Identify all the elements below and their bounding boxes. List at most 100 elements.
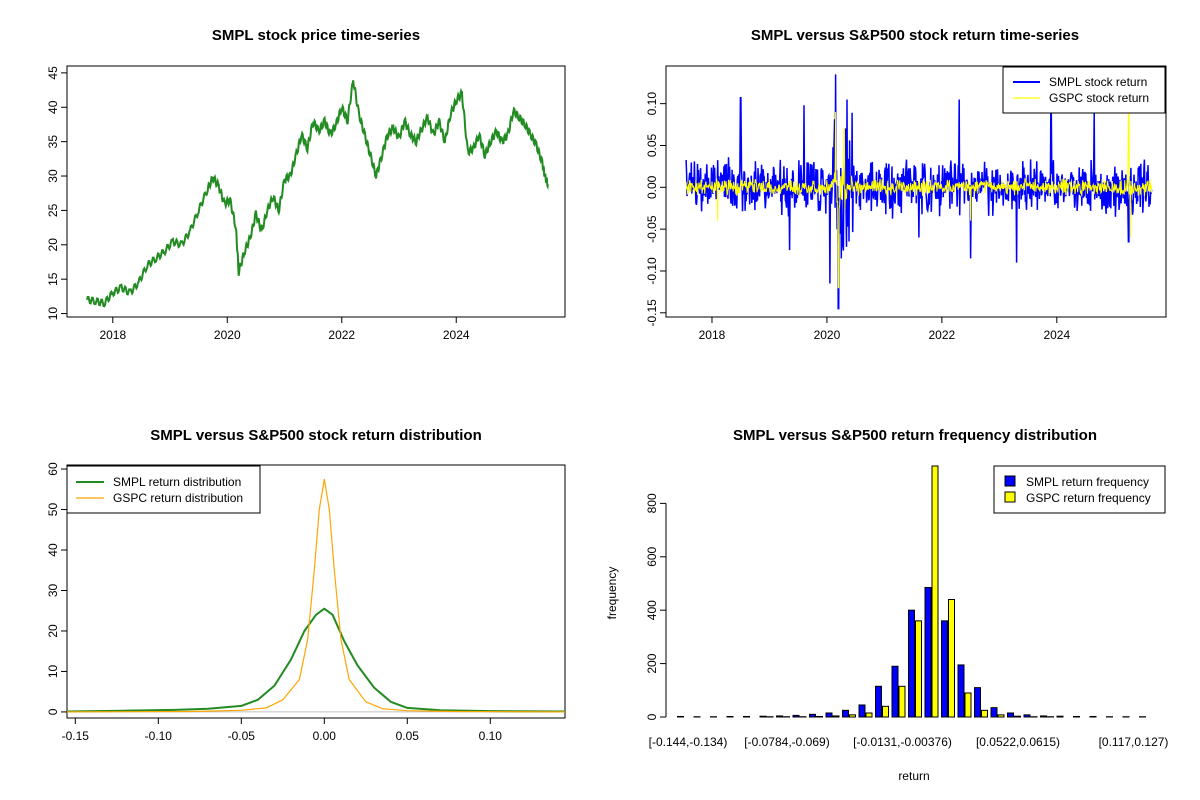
frequency-y-tick-label: 400: [645, 600, 659, 620]
price-y-tick-label: 10: [46, 307, 60, 321]
gspc-frequency-bar: [882, 705, 889, 718]
density-series: [66, 478, 566, 713]
smpl-frequency-bar: [891, 665, 899, 718]
smpl-frequency-bar: [875, 685, 882, 718]
returns-y-axis: -0.15 -0.10 -0.05 0.00 0.05 0.10: [645, 92, 666, 326]
price-y-tick-label: 15: [46, 272, 60, 286]
frequency-legend-label-smpl: SMPL return frequency: [1026, 475, 1149, 489]
price-x-tick-label: 2018: [99, 328, 126, 342]
density-y-tick-label: 60: [46, 462, 60, 476]
smpl-frequency-bar: [1073, 715, 1080, 718]
density-y-tick-label: 40: [46, 543, 60, 557]
smpl-frequency-bar: [1040, 715, 1047, 718]
price-line: [86, 80, 549, 308]
smpl-frequency-bar: [924, 586, 932, 718]
density-legend-box: [66, 465, 261, 514]
smpl-frequency-bar: [825, 712, 833, 718]
smpl-frequency-bar: [792, 714, 800, 718]
returns-legend: SMPL stock return GSPC stock return: [1002, 66, 1166, 114]
price-y-tick-label: 20: [46, 238, 60, 252]
gspc-return-line: [685, 107, 1153, 289]
gspc-frequency-bar: [898, 685, 906, 718]
returns-y-tick-label: 0.05: [645, 133, 659, 157]
price-plot-frame: [66, 65, 566, 318]
density-plot-frame: [66, 464, 566, 719]
frequency-x-tick-label: [0.0522,0.0615): [976, 735, 1060, 749]
gspc-frequency-bar: [964, 692, 972, 718]
density-x-axis: -0.15 -0.10 -0.05 0.00 0.05 0.10: [62, 718, 502, 743]
smpl-frequency-bar: [677, 715, 684, 718]
density-y-tick-label: 10: [46, 664, 60, 678]
smpl-frequency-bar: [858, 704, 866, 718]
density-y-tick-label: 50: [46, 503, 60, 517]
density-y-tick-label: 20: [46, 624, 60, 638]
smpl-density-line: [66, 607, 566, 713]
density-legend: SMPL return distribution GSPC return dis…: [66, 465, 261, 514]
frequency-legend: SMPL return frequency GSPC return freque…: [993, 465, 1166, 514]
frequency-y-tick-label: 200: [645, 653, 659, 673]
smpl-frequency-bar: [776, 715, 783, 718]
frequency-x-tick-label: [0.117,0.127): [1099, 735, 1169, 749]
returns-x-tick-label: 2020: [814, 328, 841, 342]
smpl-frequency-bar: [809, 713, 816, 718]
frequency-y-tick-label: 600: [645, 546, 659, 566]
gspc-frequency-bar: [948, 599, 955, 718]
price-chart-panel: SMPL stock price time-series 2018 2020 202…: [46, 27, 566, 342]
returns-series: [685, 74, 1153, 310]
price-y-tick-label: 40: [46, 100, 60, 114]
density-y-axis: 0 10 20 30 40 50 60: [46, 462, 67, 715]
returns-legend-label-gspc: GSPC stock return: [1049, 91, 1149, 105]
smpl-frequency-bar: [957, 664, 965, 718]
price-series: [86, 80, 549, 308]
smpl-frequency-bar: [908, 609, 915, 718]
density-y-tick-label: 30: [46, 583, 60, 597]
price-y-tick-label: 45: [46, 66, 60, 80]
returns-y-tick-label: -0.10: [645, 257, 659, 285]
returns-chart-panel: SMPL versus S&P500 stock return time-ser…: [645, 27, 1167, 342]
frequency-legend-box: [993, 465, 1166, 514]
smpl-frequency-bar: [743, 715, 750, 718]
density-x-tick-label: 0.05: [396, 729, 420, 743]
density-y-tick-label: 0: [46, 708, 60, 715]
returns-x-tick-label: 2024: [1043, 328, 1070, 342]
density-x-tick-label: -0.10: [145, 729, 173, 743]
gspc-frequency-bar: [849, 714, 856, 718]
gspc-frequency-bar: [981, 709, 988, 718]
frequency-legend-swatch-smpl: [1004, 475, 1016, 487]
price-y-tick-label: 30: [46, 169, 60, 183]
smpl-frequency-bar: [941, 620, 948, 718]
gspc-frequency-bar: [915, 620, 922, 718]
density-chart-panel: SMPL versus S&P500 stock return distribu…: [46, 427, 566, 743]
smpl-frequency-bar: [990, 707, 998, 718]
frequency-bars: [677, 465, 1146, 718]
returns-legend-box: [1002, 66, 1166, 114]
returns-x-axis: 2018 2020 2022 2024: [699, 317, 1070, 342]
density-x-tick-label: -0.05: [228, 729, 256, 743]
smpl-frequency-bar: [842, 709, 849, 718]
smpl-frequency-bar: [1056, 715, 1064, 718]
returns-y-tick-label: -0.05: [645, 215, 659, 243]
price-y-tick-label: 25: [46, 203, 60, 217]
density-legend-label-gspc: GSPC return distribution: [113, 491, 243, 505]
frequency-x-axis-label: return: [898, 769, 929, 783]
gspc-frequency-bar: [865, 712, 873, 718]
density-x-tick-label: -0.15: [62, 729, 90, 743]
frequency-chart-panel: SMPL versus S&P500 return frequency dist…: [605, 427, 1168, 783]
gspc-frequency-bar: [816, 715, 823, 718]
frequency-x-axis: [-0.144,-0.134) [-0.0784,-0.069) [-0.0131,…: [649, 735, 1169, 749]
price-x-tick-label: 2020: [214, 328, 241, 342]
gspc-frequency-bar: [931, 465, 939, 718]
density-legend-label-smpl: SMPL return distribution: [113, 475, 241, 489]
returns-legend-label-smpl: SMPL stock return: [1049, 75, 1147, 89]
frequency-x-tick-label: [-0.0131,-0.00376): [853, 735, 952, 749]
frequency-y-tick-label: 0: [645, 713, 659, 720]
frequency-x-tick-label: [-0.144,-0.134): [649, 735, 728, 749]
returns-x-tick-label: 2018: [699, 328, 726, 342]
frequency-chart-title: SMPL versus S&P500 return frequency dist…: [733, 427, 1097, 444]
gspc-density-line: [66, 478, 566, 713]
returns-chart-title: SMPL versus S&P500 stock return time-ser…: [751, 27, 1079, 44]
frequency-y-axis-label: frequency: [605, 567, 619, 620]
price-y-tick-label: 35: [46, 135, 60, 149]
smpl-frequency-bar: [974, 687, 981, 718]
